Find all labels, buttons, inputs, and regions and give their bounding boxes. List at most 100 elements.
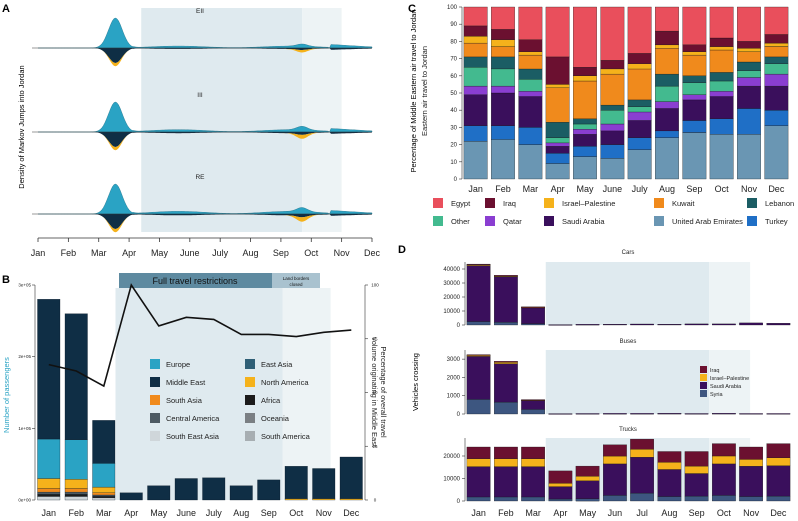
bar-segment-middle-east [202,477,226,501]
panel-a-x-tick-label: Nov [334,248,351,258]
legend-swatch [544,216,554,226]
legend-label: Iraq [503,199,516,208]
middle-east-share-line [48,283,352,388]
bar-segment-middle-east [64,313,88,440]
facet-title: Trucks [619,427,637,433]
bar-segment-middle-east [284,466,308,499]
bar-segment-israel-palestine [737,48,761,52]
bar-segment-united-arab-emirates [682,132,707,180]
panel-a-x-tick-label: May [151,248,169,258]
bar-segment-other [518,79,543,92]
bar-segment-saudi-arabia [630,456,654,494]
panel-c-x-tick-label: Jan [468,184,483,194]
bar-segment-israel-palestine [709,46,734,51]
bar-segment-saudi-arabia [603,324,627,326]
panel-b-y2-axis-label-2: volume originating in Middle East [370,337,379,448]
legend-label: Turkey [765,217,788,226]
border-closure-shade [302,8,342,232]
legend-swatch [150,359,160,369]
panel-d-vehicle-chart: Vehicles crossing Cars010000200003000040… [411,250,791,518]
bar-segment-iraq [712,443,736,457]
panel-b-x-tick-label: Mar [96,508,112,518]
bar-segment-saudi-arabia [518,96,543,128]
bar-segment-lebanon [545,122,570,138]
bar-segment-kuwait [545,87,570,123]
bar-segment-israel-palestine [491,39,515,47]
bar-segment-saudi-arabia [494,363,518,403]
panel-c-x-tick-label: Oct [715,184,730,194]
bar-segment-saudi-arabia [466,265,491,322]
legend-label: Qatar [503,217,522,226]
bar-segment-qatar [518,91,543,97]
panel-a-x-tick-label: Aug [243,248,259,258]
bar-segment-syria [521,409,545,415]
bar-segment-saudi-arabia [494,466,518,498]
bar-segment-iraq [463,25,488,37]
panel-d-x-tick-label: Jan [471,508,486,518]
bar-segment-israel-palestine [575,476,600,481]
bar-segment-south-east-asia [37,496,61,501]
facet-y-tick-label: 2000 [447,375,461,381]
facet-y-tick-label: 30000 [443,281,460,287]
bar-segment-qatar [545,142,570,147]
bar-segment-north-america [37,478,61,489]
bar-segment-saudi-arabia [491,92,515,126]
bar-segment-egypt [545,6,570,58]
bar-segment-turkey [518,127,543,145]
violin-lower-navy [38,132,372,147]
bar-segment-israel-palestine [766,457,791,466]
bar-segment-north-america [64,479,88,489]
legend-swatch [245,377,255,387]
panel-c-y-tick-label: 40 [450,108,457,114]
legend-swatch [700,390,707,397]
legend-swatch [245,359,255,369]
bar-segment-iraq [630,438,654,450]
bar-segment-egypt [737,6,761,42]
legend-label: Egypt [451,199,471,208]
bar-segment-united-arab-emirates [491,139,515,180]
bar-segment-africa [92,496,116,498]
bar-segment-saudi-arabia [712,413,736,415]
panel-d-x-tick-label: Oct [717,508,732,518]
bar-segment-iraq [657,451,682,463]
bar-segment-israel-palestine [463,36,488,44]
legend-label: South East Asia [166,432,220,441]
panel-b-x-tick-label: Jan [41,508,56,518]
bar-segment-turkey [491,125,515,140]
bar-segment-south-east-asia [92,497,116,501]
bar-segment-united-arab-emirates [764,125,789,180]
bar-segment-north-america [284,498,308,501]
panel-c-share-chart: Percentage of Middle Eastern air travel … [409,5,794,226]
panel-b-y2-tick-label: 50 [372,390,378,395]
bar-segment-saudi-arabia [657,469,682,497]
panel-label-a: A [2,3,10,15]
panel-c-x-tick-label: Mar [523,184,539,194]
panel-b-x-tick-label: Feb [68,508,84,518]
bar-segment-kuwait [491,46,515,58]
bar-segment-middle-east [37,299,61,440]
banner-land-borders-text: Land borders [283,276,310,281]
bar-segment-israel-palestine [627,63,652,70]
panel-c-y-tick-label: 60 [450,74,457,80]
panel-b-passenger-chart: Number of passengers Full travel restric… [2,273,388,518]
bar-segment-qatar [463,85,488,95]
legend-swatch [700,374,707,381]
legend-label: South America [261,432,311,441]
bar-segment-saudi-arabia [521,466,545,498]
bar-segment-iraq [466,263,491,266]
bar-segment-syria [521,323,545,326]
bar-segment-israel-palestine [657,462,682,470]
bar-segment-other [573,123,597,130]
panel-d-x-tick-label: Nov [743,508,760,518]
bar-segment-qatar [491,85,515,94]
panel-c-y-tick-label: 30 [450,125,457,131]
legend-swatch [150,413,160,423]
bar-segment-iraq [737,41,761,49]
bar-segment-israel-palestine [684,465,709,474]
panel-d-x-tick-label: Feb [498,508,514,518]
bar-segment-iraq [627,53,652,64]
bar-segment-iraq [766,443,791,458]
bar-segment-syria [739,496,763,502]
bar-segment-iraq [739,446,763,460]
